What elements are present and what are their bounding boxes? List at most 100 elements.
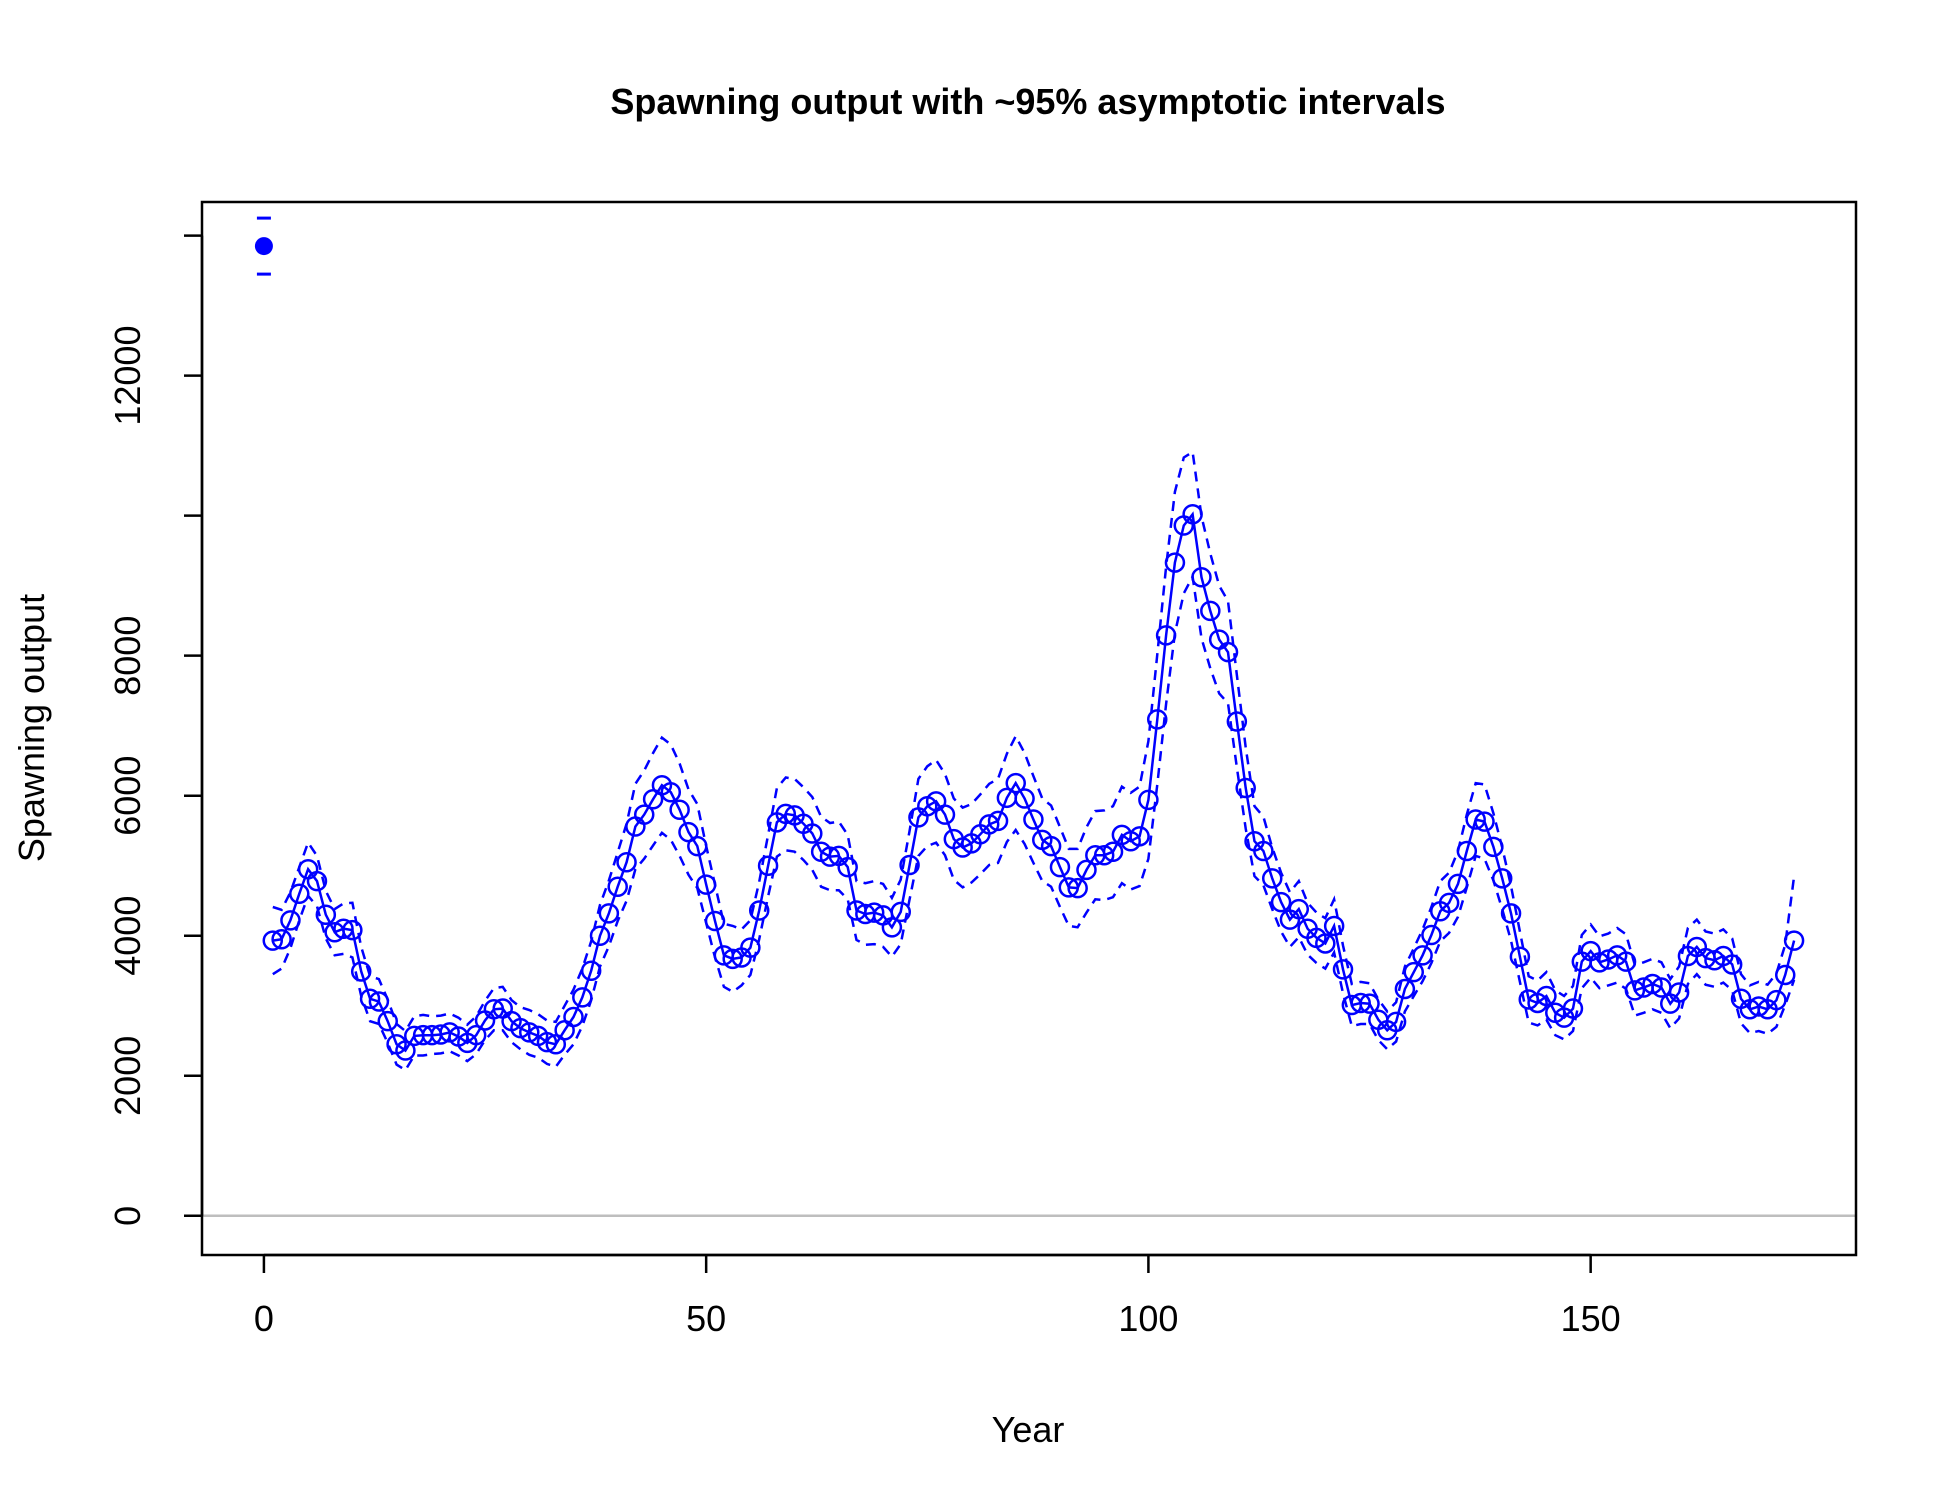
- data-point: [1774, 964, 1796, 986]
- data-point: [695, 874, 717, 895]
- data-point: [1235, 777, 1256, 799]
- data-point: [748, 900, 770, 921]
- data-point: [934, 804, 956, 825]
- data-point: [1147, 709, 1168, 730]
- data-point: [1049, 856, 1071, 878]
- data-point: [563, 1006, 584, 1028]
- data-point: [1589, 952, 1610, 973]
- y-tick-label: 12000: [107, 326, 148, 426]
- data-point: [1385, 1011, 1407, 1033]
- data-point: [483, 999, 505, 1020]
- data-point: [395, 1040, 416, 1061]
- data-point: [819, 846, 841, 867]
- data-point: [1783, 930, 1805, 951]
- data-point: [607, 876, 628, 897]
- x-tick-label: 100: [1118, 1298, 1178, 1339]
- data-point: [881, 917, 903, 938]
- data-point: [1129, 826, 1150, 847]
- data-point: [1058, 877, 1080, 898]
- plot-frame: [200, 200, 1858, 1257]
- data-point: [1191, 567, 1212, 588]
- data-point: [1359, 993, 1380, 1014]
- data-point: [536, 1031, 558, 1053]
- data-point: [1721, 954, 1743, 975]
- data-point: [1766, 989, 1787, 1011]
- data-point: [616, 851, 637, 873]
- data-point: [1438, 892, 1460, 914]
- lower-interval-line: [272, 572, 1796, 1072]
- data-point: [271, 928, 292, 950]
- data-point: [1023, 809, 1044, 830]
- x-axis-label: Year: [992, 1409, 1065, 1450]
- data-point: [775, 803, 797, 825]
- data-point: [1217, 641, 1239, 663]
- data-point: [1483, 836, 1504, 858]
- y-tick-label: 2000: [107, 1036, 148, 1116]
- data-point: [1014, 788, 1035, 809]
- data-point: [1332, 959, 1354, 980]
- data-point: [1067, 877, 1088, 899]
- data-point: [890, 901, 911, 923]
- data-point: [1615, 951, 1637, 972]
- data-point: [1500, 903, 1522, 924]
- data-point: [1642, 973, 1663, 995]
- y-tick-label: 4000: [107, 896, 148, 976]
- data-point: [1668, 982, 1690, 1003]
- data-point: [306, 870, 328, 892]
- data-point: [1200, 600, 1221, 622]
- data-point: [1456, 840, 1478, 862]
- data-point: [1412, 945, 1433, 966]
- data-point: [1350, 992, 1371, 1014]
- data-point: [1270, 891, 1292, 913]
- data-point: [572, 987, 593, 1008]
- data-point: [1465, 809, 1486, 830]
- data-point: [1005, 772, 1026, 794]
- y-tick-label: 6000: [107, 756, 148, 836]
- data-point: [899, 854, 920, 876]
- virgin-point: [254, 237, 273, 256]
- data-point: [1421, 924, 1442, 946]
- data-point: [687, 835, 708, 857]
- data-point: [262, 930, 284, 951]
- data-point: [1562, 998, 1584, 1019]
- y-axis-label: Spawning output: [11, 594, 52, 862]
- data-point: [740, 937, 761, 958]
- data-point: [589, 925, 611, 946]
- x-tick-label: 150: [1561, 1298, 1621, 1339]
- data-point: [1536, 985, 1557, 1007]
- y-tick-label: 0: [107, 1206, 148, 1226]
- data-point: [333, 918, 354, 939]
- plot-area: [202, 216, 1856, 1218]
- data-point: [1323, 915, 1345, 937]
- data-point: [1315, 933, 1336, 954]
- chart-title: Spawning output with ~95% asymptotic int…: [610, 81, 1445, 122]
- upper-interval-line: [272, 449, 1796, 1033]
- data-point: [802, 823, 823, 844]
- x-tick-label: 50: [686, 1298, 726, 1339]
- data-point: [350, 961, 372, 982]
- data-point: [519, 1022, 540, 1043]
- data-point: [1182, 504, 1203, 525]
- y-tick-label: 8000: [107, 616, 148, 696]
- data-point: [1040, 835, 1062, 857]
- data-point: [1748, 996, 1769, 1017]
- data-point: [1403, 961, 1425, 983]
- data-point: [1474, 811, 1495, 832]
- data-point: [1288, 898, 1310, 920]
- data-point: [633, 804, 655, 825]
- data-point: [978, 814, 1000, 835]
- data-point: [722, 948, 743, 970]
- data-point: [1155, 625, 1177, 646]
- data-point: [359, 988, 381, 1010]
- data-point: [1138, 789, 1159, 811]
- data-point: [1102, 841, 1124, 862]
- data-point: [1226, 711, 1248, 732]
- data-point: [280, 910, 301, 931]
- x-tick-label: 0: [254, 1298, 274, 1339]
- data-point: [1093, 844, 1115, 866]
- data-point: [368, 991, 390, 1012]
- data-point: [669, 799, 690, 820]
- data-point: [1394, 978, 1416, 1000]
- data-point: [660, 781, 682, 803]
